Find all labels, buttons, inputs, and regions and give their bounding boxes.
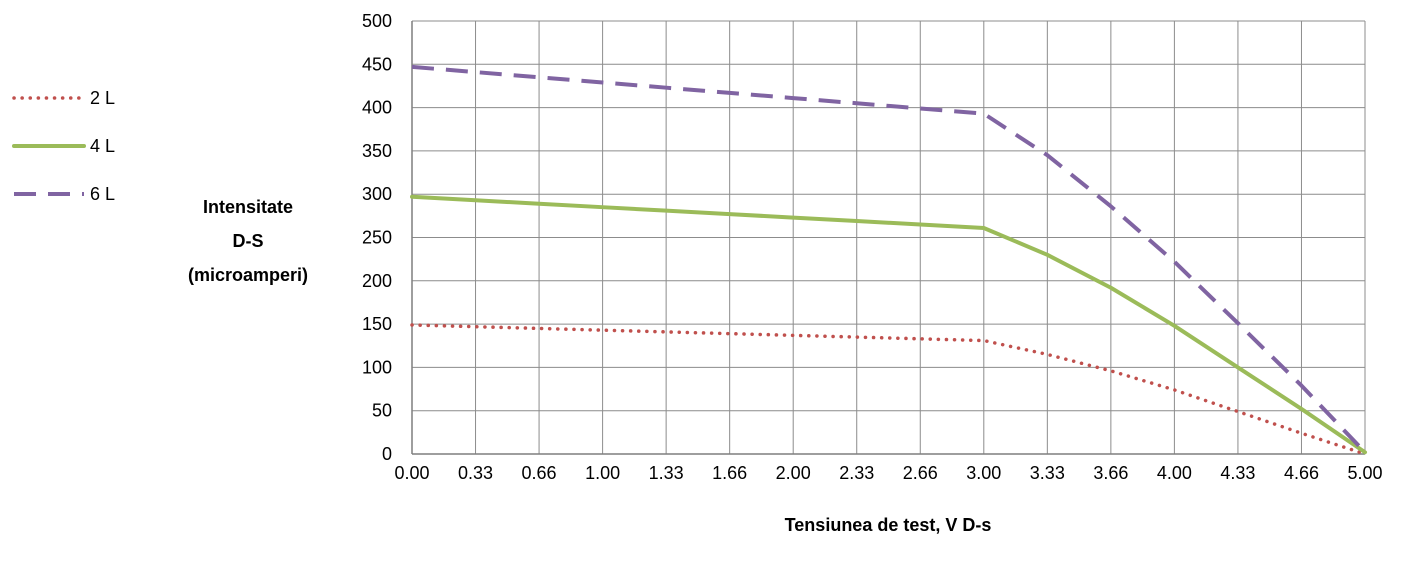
y-tick-label: 200 — [362, 271, 392, 291]
series-group — [410, 64, 1367, 456]
x-tick-label: 1.33 — [649, 463, 684, 483]
y-axis-title-line-1: Intensitate — [203, 197, 293, 217]
legend-label: 2 L — [90, 88, 115, 108]
x-tick-label: 0.00 — [394, 463, 429, 483]
y-tick-label: 150 — [362, 314, 392, 334]
series-line-6-l — [411, 64, 1367, 454]
x-tick-label: 4.66 — [1284, 463, 1319, 483]
y-tick-label: 450 — [362, 54, 392, 74]
legend: 2 L 4 L 6 L — [12, 88, 115, 204]
series-line-2-l — [410, 323, 1367, 456]
axes: 0 50 100 150 200 250 300 350 400 450 500 0.00 0.33 0.… — [362, 11, 1383, 483]
y-tick-label: 350 — [362, 141, 392, 161]
series-line-4-l — [410, 194, 1367, 455]
y-tick-label: 50 — [372, 401, 392, 421]
y-axis-title-line-3: (microamperi) — [188, 265, 308, 285]
y-tick-label: 500 — [362, 11, 392, 31]
x-axis-title: Tensiunea de test, V D-s — [785, 515, 992, 535]
y-tick-label: 100 — [362, 357, 392, 377]
legend-label: 4 L — [90, 136, 115, 156]
x-tick-label: 2.33 — [839, 463, 874, 483]
x-tick-label: 4.33 — [1220, 463, 1255, 483]
grid — [411, 20, 1366, 455]
x-tick-label: 4.00 — [1157, 463, 1192, 483]
x-tick-label: 0.33 — [458, 463, 493, 483]
x-tick-label: 5.00 — [1347, 463, 1382, 483]
x-tick-label: 2.66 — [903, 463, 938, 483]
x-tick-label: 1.66 — [712, 463, 747, 483]
x-tick-label: 3.66 — [1093, 463, 1128, 483]
x-tick-label: 0.66 — [522, 463, 557, 483]
x-tick-label: 3.00 — [966, 463, 1001, 483]
y-tick-label: 0 — [382, 444, 392, 464]
x-tick-label: 3.33 — [1030, 463, 1065, 483]
y-tick-label: 400 — [362, 98, 392, 118]
y-axis-title-line-2: D-S — [233, 231, 264, 251]
x-tick-label: 2.00 — [776, 463, 811, 483]
legend-label: 6 L — [90, 184, 115, 204]
x-tick-label: 1.00 — [585, 463, 620, 483]
y-tick-label: 300 — [362, 184, 392, 204]
y-tick-label: 250 — [362, 228, 392, 248]
